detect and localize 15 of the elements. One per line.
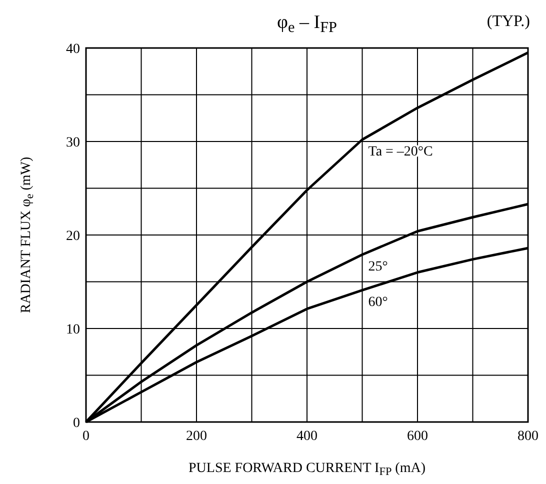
y-tick-label: 30 — [66, 136, 80, 150]
y-tick-label: 10 — [66, 322, 80, 338]
series-label: 25° — [368, 260, 388, 275]
chart-title: φ$_{e}$ – I$_{FP}$ — [277, 12, 337, 36]
x-tick-label: 800 — [518, 429, 538, 444]
x-axis-title: PULSE FORWARD CURRENT I$_{FP}$ (mA) — [188, 461, 426, 478]
x-tick-label: 0 — [82, 429, 90, 444]
x-tick-label: 400 — [296, 429, 318, 444]
y-tick-label: 40 — [66, 42, 80, 57]
y-tick-label: 0 — [73, 416, 80, 431]
x-tick-label: 600 — [407, 429, 428, 444]
y-tick-label: 20 — [66, 229, 80, 244]
text: (TYP.) — [486, 13, 530, 30]
series-label: 60° — [368, 295, 388, 310]
x-tick-label: 200 — [186, 429, 207, 444]
